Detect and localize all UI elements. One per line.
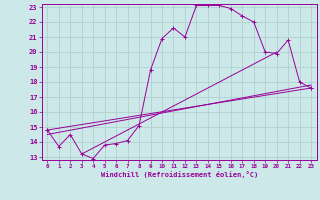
X-axis label: Windchill (Refroidissement éolien,°C): Windchill (Refroidissement éolien,°C)	[100, 171, 258, 178]
